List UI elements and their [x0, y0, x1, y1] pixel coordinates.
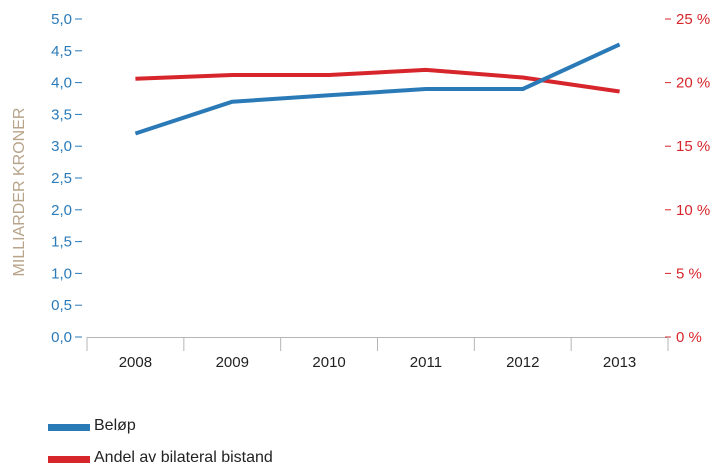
- left-tick-label: 0,5: [51, 297, 72, 314]
- left-tick-label: 1,0: [51, 265, 72, 282]
- y-axis-label: MILLIARDER KRONER: [11, 108, 28, 277]
- left-tick-label: 1,5: [51, 234, 72, 251]
- left-tick-label: 2,5: [51, 170, 72, 187]
- x-axis-ticks: 2008 2009 2010 2011 2012 2013: [86, 337, 669, 371]
- legend-label-andel: Andel av bilateral bistand: [94, 449, 273, 466]
- right-tick-label: 15 %: [676, 138, 710, 155]
- x-tick-label: 2013: [603, 354, 636, 371]
- x-tick-label: 2008: [119, 354, 152, 371]
- left-tick-label: 2,0: [51, 202, 72, 219]
- legend-swatch-belop: [48, 424, 90, 431]
- x-tick-label: 2009: [216, 354, 249, 371]
- series-line-andel: [135, 67, 620, 94]
- series-line-belop: [134, 42, 621, 136]
- left-tick-label: 3,0: [51, 138, 72, 155]
- x-tick-label: 2011: [410, 354, 442, 371]
- left-tick-label: 4,0: [51, 75, 72, 92]
- legend-label-belop: Beløp: [94, 417, 136, 434]
- right-tick-label: 5 %: [676, 265, 702, 282]
- right-tick-label: 20 %: [676, 75, 710, 92]
- left-tick-label: 4,5: [51, 43, 72, 60]
- left-axis-ticks: 0,0 0,5 1,0 1,5 2,0 2,5 3,0 3,5 4,0 4,5 5,0: [51, 11, 82, 346]
- right-axis-ticks: 0 % 5 % 10 % 15 % 20 % 25 %: [665, 11, 710, 346]
- series-lines: [134, 42, 621, 136]
- x-tick-label: 2012: [506, 354, 539, 371]
- left-tick-label: 5,0: [51, 11, 72, 28]
- left-tick-label: 3,5: [51, 106, 72, 123]
- right-tick-label: 10 %: [676, 202, 710, 219]
- x-tick-label: 2010: [312, 354, 345, 371]
- left-tick-label: 0,0: [51, 329, 72, 346]
- right-tick-label: 0 %: [676, 329, 702, 346]
- right-tick-label: 25 %: [676, 11, 710, 28]
- legend-swatch-andel: [48, 456, 90, 463]
